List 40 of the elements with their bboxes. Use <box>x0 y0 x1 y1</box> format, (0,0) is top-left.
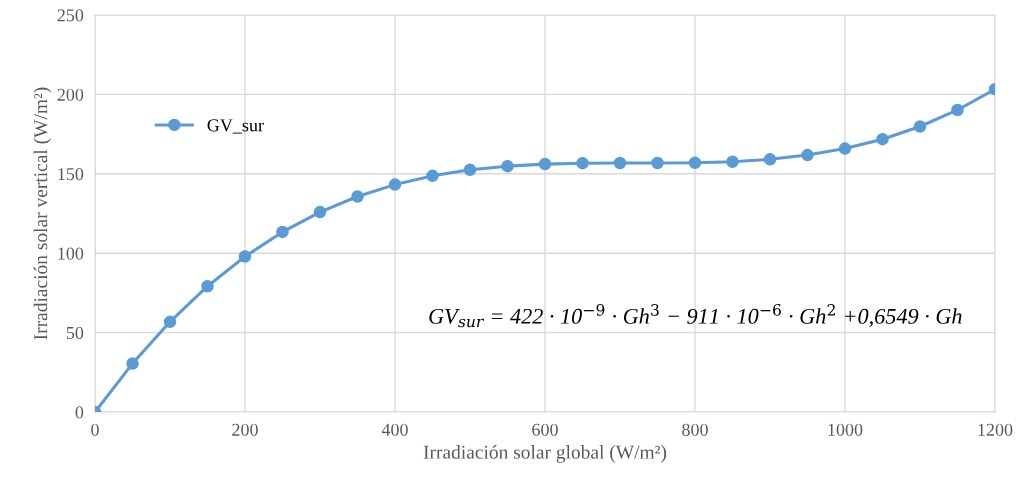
point <box>726 155 739 168</box>
point <box>838 142 852 155</box>
point <box>238 250 252 263</box>
y-tick-label: 50 <box>66 326 84 340</box>
point <box>951 103 964 117</box>
x-tick-label: 600 <box>532 423 558 436</box>
point <box>163 315 177 329</box>
text: GV$_{sur}$ = 422 · 10$^{−9}$ · Gh$^{3}$ − 911 · 10$^{−6}$ · Gh$^{2}$ +0,6549 · Gh <box>429 303 962 328</box>
point <box>201 279 214 293</box>
y-tick-label: 100 <box>58 247 84 260</box>
y-tick-label: 250 <box>57 9 84 22</box>
point <box>913 120 927 133</box>
point <box>351 190 364 203</box>
x-axis-title: Irradiación solar global (W/m²) <box>423 445 667 463</box>
point <box>388 178 402 191</box>
y-tick-label: 0 <box>75 406 84 419</box>
x-tick-label: 800 <box>682 423 708 436</box>
point <box>801 148 814 162</box>
x-tick-label: 0 <box>91 423 99 436</box>
y-axis-title: Irradiación solar vertical (W/m²) <box>33 87 52 340</box>
x-tick-label: 200 <box>232 423 258 436</box>
point <box>688 156 702 170</box>
point <box>313 205 327 219</box>
point <box>651 156 664 170</box>
point <box>613 156 627 170</box>
legend-label: GV_sur <box>207 119 264 134</box>
point <box>576 156 589 170</box>
y-tick-label: 200 <box>57 88 84 101</box>
point <box>538 157 552 171</box>
point <box>426 169 439 183</box>
y-tick-label: 150 <box>58 168 84 181</box>
point <box>126 357 139 370</box>
x-tick-label: 1200 <box>978 423 1013 436</box>
point <box>876 132 889 146</box>
x-tick-label: 400 <box>381 423 408 436</box>
point <box>463 163 477 177</box>
x-tick-label: 1000 <box>828 423 863 436</box>
point <box>276 225 289 239</box>
point <box>763 153 777 166</box>
point <box>501 159 514 173</box>
